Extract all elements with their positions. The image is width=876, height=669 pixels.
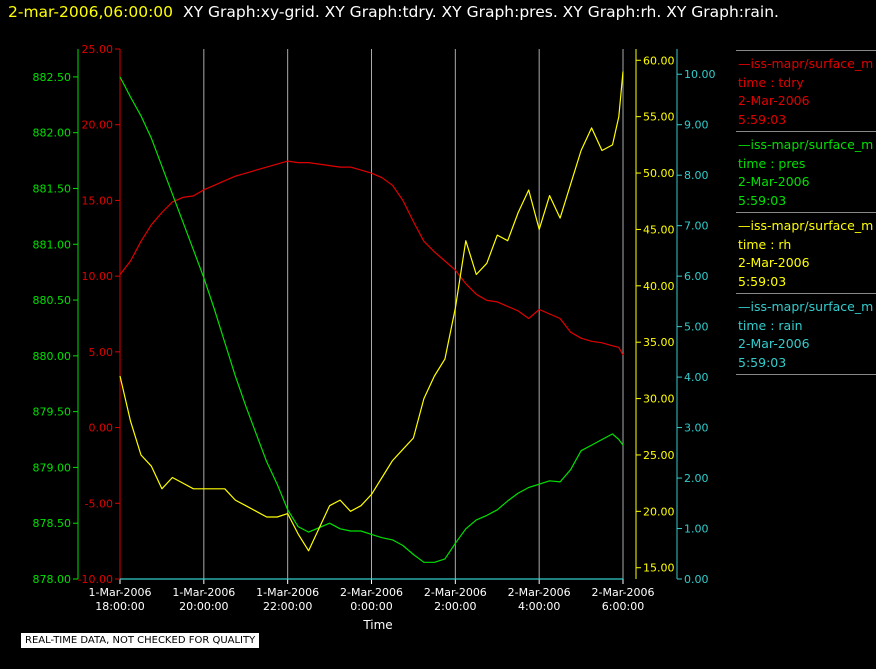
x-axis-label: Time <box>362 618 392 632</box>
chart-header: 2-mar-2006,06:00:00 XY Graph:xy-grid. XY … <box>8 3 779 21</box>
legend-time: 5:59:03 <box>738 273 787 289</box>
tdry-tick-label: 15.00 <box>82 194 114 207</box>
rh-tick-label: 60.00 <box>643 54 675 67</box>
pres-tick-label: 881.00 <box>33 238 72 251</box>
rh-tick-label: 45.00 <box>643 223 675 236</box>
x-tick-label: 2-Mar-2006 <box>340 586 403 599</box>
x-tick-label: 2-Mar-2006 <box>592 586 655 599</box>
legend-date: 2-Mar-2006 <box>738 255 810 270</box>
pres-tick-label: 880.00 <box>33 350 72 363</box>
tdry-tick-label: 25.00 <box>82 43 114 56</box>
legend-field: time : pres <box>738 155 806 171</box>
x-tick-label: 0:00:00 <box>350 600 392 613</box>
rain-tick-label: 6.00 <box>684 270 709 283</box>
legend-field: time : rh <box>738 236 792 252</box>
pres-series-line <box>119 76 624 563</box>
rain-tick-label: 7.00 <box>684 220 709 233</box>
legend-source: iss-mapr/surface_m <box>750 137 874 152</box>
rain-tick-label: 0.00 <box>684 573 709 586</box>
legend-date: 2-Mar-2006 <box>738 93 810 108</box>
pres-tick-label: 881.50 <box>33 182 72 195</box>
x-tick-label: 1-Mar-2006 <box>172 586 235 599</box>
rain-tick-label: 10.00 <box>684 68 716 81</box>
tdry-tick-label: 10.00 <box>82 270 114 283</box>
pres-tick-label: 882.00 <box>33 127 72 140</box>
legend-source: iss-mapr/surface_m <box>750 56 874 71</box>
legend-source: iss-mapr/surface_m <box>750 299 874 314</box>
x-tick-label: 2-Mar-2006 <box>508 586 571 599</box>
legend-entry-rain: —iss-mapr/surface_m time : rain 2-Mar-20… <box>736 293 876 375</box>
tdry-tick-label: 20.00 <box>82 119 114 132</box>
legend-date: 2-Mar-2006 <box>738 174 810 189</box>
x-tick-label: 4:00:00 <box>518 600 560 613</box>
legend-time: 5:59:03 <box>738 111 787 127</box>
x-tick-label: 1-Mar-2006 <box>256 586 319 599</box>
pres-tick-label: 879.50 <box>33 406 72 419</box>
legend: —iss-mapr/surface_m time : tdry 2-Mar-20… <box>736 50 876 375</box>
legend-entry-tdry: —iss-mapr/surface_m time : tdry 2-Mar-20… <box>736 50 876 131</box>
x-tick-label: 20:00:00 <box>179 600 228 613</box>
rain-tick-label: 4.00 <box>684 371 709 384</box>
legend-date: 2-Mar-2006 <box>738 336 810 351</box>
rh-tick-label: 55.00 <box>643 111 675 124</box>
tdry-tick-label: -10.00 <box>78 573 113 586</box>
rain-tick-label: 3.00 <box>684 422 709 435</box>
rh-tick-label: 15.00 <box>643 562 675 575</box>
x-tick-label: 1-Mar-2006 <box>89 586 152 599</box>
rain-tick-label: 2.00 <box>684 472 709 485</box>
legend-source: iss-mapr/surface_m <box>750 218 874 233</box>
legend-entry-rh: —iss-mapr/surface_m time : rh 2-Mar-2006… <box>736 212 876 293</box>
graph-titles: XY Graph:xy-grid. XY Graph:tdry. XY Grap… <box>183 3 779 21</box>
pres-tick-label: 879.00 <box>33 461 72 474</box>
rh-tick-label: 25.00 <box>643 449 675 462</box>
rh-series-line <box>119 71 624 552</box>
legend-field: time : tdry <box>738 74 804 90</box>
x-tick-label: 6:00:00 <box>602 600 644 613</box>
x-tick-label: 2-Mar-2006 <box>424 586 487 599</box>
pres-tick-label: 882.50 <box>33 71 72 84</box>
quality-disclaimer: REAL-TIME DATA, NOT CHECKED FOR QUALITY <box>20 632 261 649</box>
rain-tick-label: 1.00 <box>684 523 709 536</box>
pres-tick-label: 878.00 <box>33 573 72 586</box>
rain-tick-label: 5.00 <box>684 321 709 334</box>
x-tick-label: 22:00:00 <box>263 600 312 613</box>
rain-tick-label: 9.00 <box>684 119 709 132</box>
rh-tick-label: 35.00 <box>643 336 675 349</box>
pres-tick-label: 878.50 <box>33 517 72 530</box>
x-tick-label: 18:00:00 <box>95 600 144 613</box>
legend-field: time : rain <box>738 317 803 333</box>
rh-tick-label: 30.00 <box>643 393 675 406</box>
rh-tick-label: 50.00 <box>643 167 675 180</box>
pres-tick-label: 880.50 <box>33 294 72 307</box>
timestamp-label: 2-mar-2006,06:00:00 <box>8 3 174 21</box>
rain-tick-label: 8.00 <box>684 169 709 182</box>
rh-tick-label: 20.00 <box>643 505 675 518</box>
legend-entry-pres: —iss-mapr/surface_m time : pres 2-Mar-20… <box>736 131 876 212</box>
x-tick-label: 2:00:00 <box>434 600 476 613</box>
tdry-tick-label: 0.00 <box>89 422 114 435</box>
tdry-tick-label: 5.00 <box>89 346 114 359</box>
rh-tick-label: 40.00 <box>643 280 675 293</box>
legend-time: 5:59:03 <box>738 354 787 370</box>
legend-time: 5:59:03 <box>738 192 787 208</box>
tdry-tick-label: -5.00 <box>85 497 113 510</box>
tdry-series-line <box>119 160 624 356</box>
